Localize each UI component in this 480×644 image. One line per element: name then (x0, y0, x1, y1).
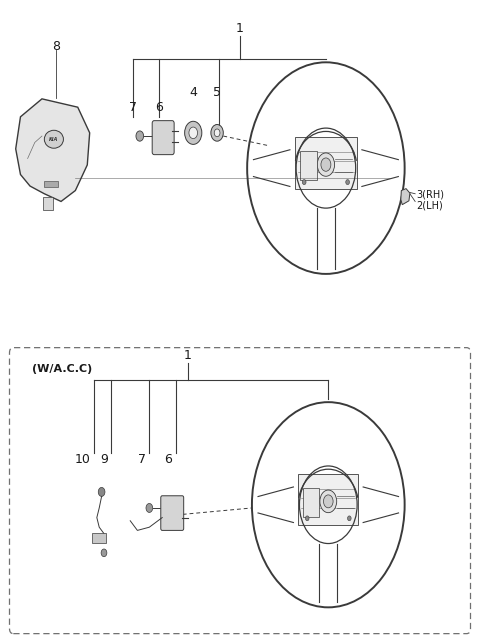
Text: 10: 10 (74, 453, 90, 466)
Text: 1: 1 (183, 349, 192, 362)
Text: KIA: KIA (49, 137, 59, 142)
Text: 3(RH): 3(RH) (417, 189, 444, 200)
Text: (W/A.C.C): (W/A.C.C) (33, 364, 93, 374)
Text: 5: 5 (213, 86, 221, 99)
Text: 9: 9 (100, 453, 108, 466)
Bar (295, 137, 357, 189)
Bar (303, 488, 319, 516)
FancyBboxPatch shape (161, 496, 184, 531)
Circle shape (305, 516, 309, 521)
Text: 8: 8 (52, 40, 60, 53)
Circle shape (302, 180, 306, 185)
Text: 1: 1 (236, 22, 244, 35)
Circle shape (189, 127, 198, 138)
Circle shape (136, 131, 144, 141)
Circle shape (185, 121, 202, 144)
Circle shape (101, 549, 107, 556)
Text: 6: 6 (155, 100, 163, 114)
Polygon shape (16, 99, 90, 202)
Bar (92, 533, 107, 544)
Text: 7: 7 (138, 453, 146, 466)
Bar (298, 474, 359, 525)
Circle shape (98, 488, 105, 497)
Circle shape (320, 490, 336, 513)
Polygon shape (401, 189, 410, 205)
Text: 4: 4 (189, 86, 197, 99)
Text: 7: 7 (129, 100, 137, 114)
Circle shape (321, 158, 331, 171)
Text: 2(LH): 2(LH) (417, 201, 444, 211)
Circle shape (346, 180, 349, 185)
Bar (300, 151, 317, 180)
Circle shape (214, 129, 220, 137)
Circle shape (317, 153, 335, 176)
Bar (43, 197, 53, 210)
Circle shape (146, 504, 153, 513)
Bar (44, 181, 58, 187)
Circle shape (348, 516, 351, 521)
Circle shape (211, 124, 223, 141)
FancyBboxPatch shape (152, 120, 174, 155)
Text: 6: 6 (165, 453, 172, 466)
Ellipse shape (44, 130, 63, 148)
Circle shape (324, 495, 333, 508)
